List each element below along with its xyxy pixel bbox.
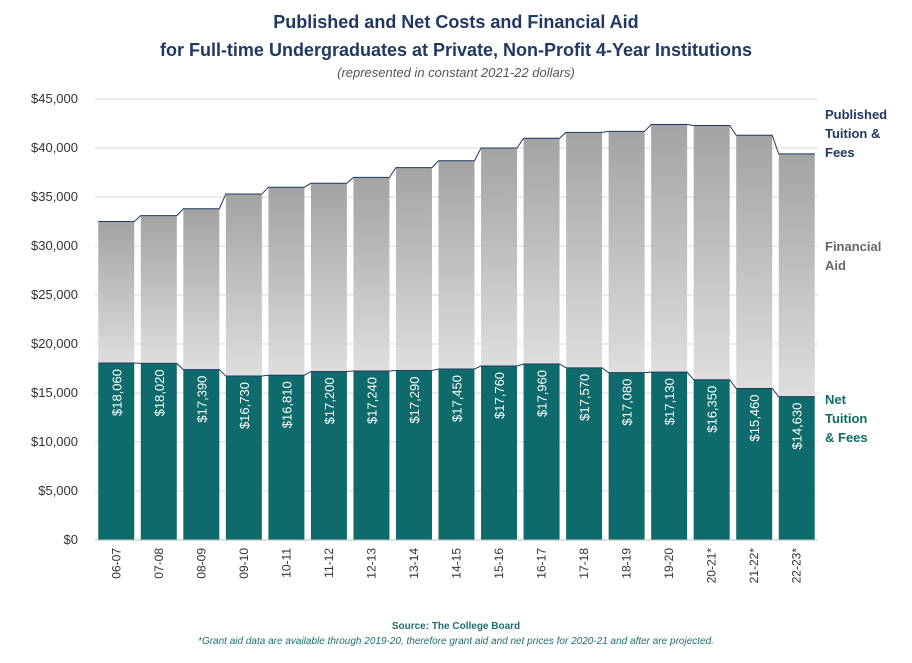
chart-title: Published and Net Costs and Financial Ai… [273,12,639,32]
bar-net-tuition [310,371,347,540]
published-tuition-line [98,123,815,222]
legend-net-line3: & Fees [825,430,868,445]
legend-published-tuition: Published Tuition & Fees [825,105,887,162]
bar-value-label: $17,240 [364,377,379,424]
y-tick-label: $20,000 [31,336,78,351]
x-tick-label: 14-15 [450,548,464,579]
bar-financial-aid [353,177,390,372]
chart-title-line2: for Full-time Undergraduates at Private,… [159,40,753,60]
x-tick-label: 15-16 [492,548,506,579]
bar-net-tuition [608,372,645,540]
bar-financial-aid [778,153,815,397]
bar-value-label: $18,060 [109,369,124,416]
y-tick-label: $15,000 [31,385,78,400]
y-tick-label: $25,000 [31,287,78,302]
y-tick-label: $45,000 [31,91,78,106]
chart-subtitle: (represented in constant 2021-22 dollars… [337,65,575,80]
bar-value-label: $18,020 [152,369,167,416]
bar-net-tuition [225,376,262,540]
bar-value-label: $17,290 [407,377,422,424]
bar-value-label: $16,810 [279,381,294,428]
bar-financial-aid [268,187,305,376]
bar-value-label: $17,570 [577,374,592,421]
bar-net-tuition [778,396,815,540]
bar-financial-aid [651,124,688,373]
bar-net-tuition [651,372,688,540]
x-tick-label: 09-10 [237,548,251,579]
bar-financial-aid [310,183,347,372]
bar-value-label: $16,350 [705,386,720,433]
bar-net-tuition [566,367,603,540]
bar-financial-aid [140,215,177,364]
legend-published-line2: Tuition & [825,126,881,141]
bar-net-tuition [481,365,518,540]
x-tick-label: 20-21* [705,548,719,584]
bar-value-label: $17,760 [492,372,507,419]
y-tick-label: $0 [64,532,78,547]
bar-value-label: $17,200 [322,377,337,424]
bar-financial-aid [608,131,645,373]
x-tick-label: 07-08 [152,548,166,579]
bar-net-tuition [268,375,305,540]
chart-source: Source: The College Board [391,621,521,632]
bar-net-tuition [98,363,135,540]
x-tick-label: 11-12 [322,548,336,578]
net-tuition-line [98,362,815,398]
bar-financial-aid [566,132,603,368]
y-tick-label: $35,000 [31,189,78,204]
bar-net-tuition [395,370,432,540]
chart-footnote: *Grant aid data are available through 20… [198,636,714,647]
x-tick-label: 21-22* [747,548,761,584]
x-tick-label: 16-17 [535,548,549,579]
legend-net-line2: Tuition [825,411,868,426]
x-tick-label: 10-11 [279,548,293,578]
bar-net-tuition [523,363,560,540]
legend-aid-line1: Financial [825,239,882,254]
bar-value-label: $15,460 [747,394,762,441]
bar-value-label: $14,630 [790,403,805,450]
y-tick-label: $5,000 [38,483,78,498]
bar-value-label: $17,130 [662,378,677,425]
x-tick-label: 22-23* [790,548,804,584]
x-tick-label: 08-09 [194,548,208,579]
y-tick-label: $10,000 [31,434,78,449]
bar-value-label: $16,730 [237,382,252,429]
legend-net-tuition: Net Tuition & Fees [825,390,868,447]
bar-financial-aid [523,138,560,364]
bar-net-tuition [140,363,177,540]
bar-value-label: $17,450 [450,375,465,422]
x-tick-label: 06-07 [109,548,123,579]
bar-value-label: $17,390 [194,376,209,423]
bar-financial-aid [98,221,135,364]
bar-financial-aid [736,135,773,389]
x-tick-label: 19-20 [662,548,676,579]
x-tick-label: 17-18 [577,548,591,579]
legend-aid-line2: Aid [825,258,846,273]
bar-financial-aid [481,148,518,366]
bar-value-label: $17,960 [535,370,550,417]
legend-published-line3: Fees [825,145,855,160]
bar-financial-aid [183,208,220,370]
x-tick-label: 18-19 [620,548,634,579]
bar-net-tuition [736,388,773,540]
bar-financial-aid [438,160,475,369]
y-tick-label: $40,000 [31,140,78,155]
x-tick-label: 13-14 [407,548,421,579]
bar-net-tuition [693,379,730,540]
y-tick-label: $30,000 [31,238,78,253]
legend-net-line1: Net [825,392,846,407]
bar-value-label: $17,080 [620,379,635,426]
bar-financial-aid [395,167,432,371]
bar-financial-aid [225,194,262,377]
bar-net-tuition [353,371,390,540]
bar-net-tuition [438,368,475,540]
x-tick-label: 12-13 [364,548,378,579]
legend-financial-aid: Financial Aid [825,237,881,275]
bar-financial-aid [693,125,730,380]
legend-published-line1: Published [825,107,888,122]
bar-net-tuition [183,369,220,540]
